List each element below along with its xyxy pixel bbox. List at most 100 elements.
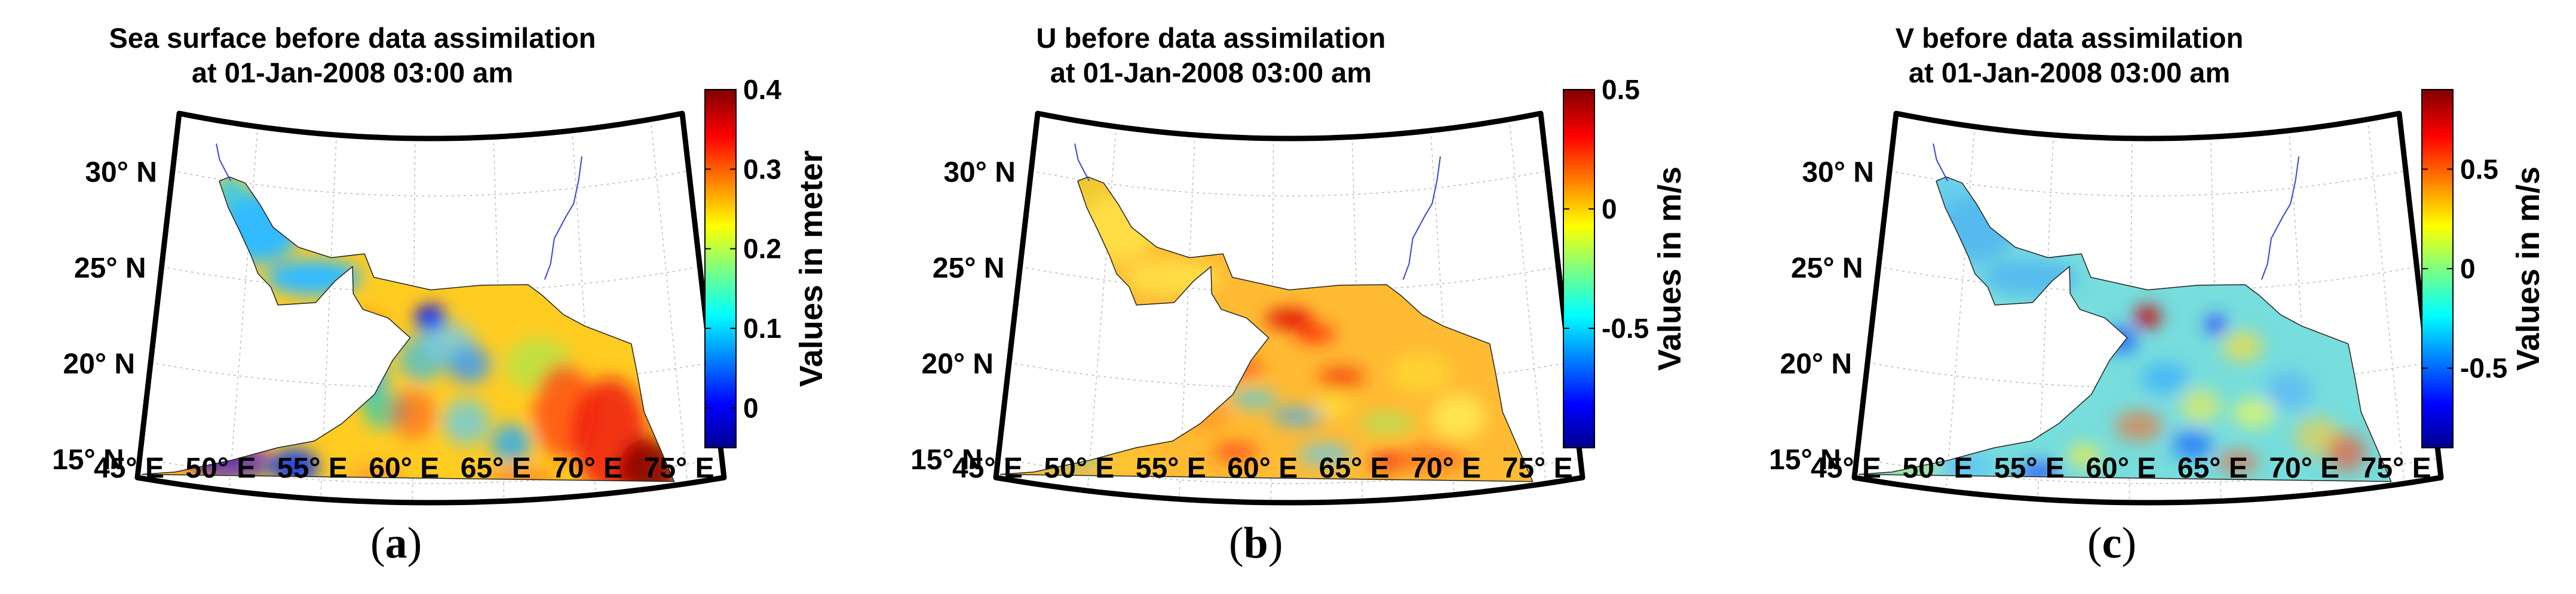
field-anomaly	[2115, 410, 2163, 442]
field-anomaly	[2264, 371, 2312, 411]
lon-tick-label: 60° E	[369, 453, 439, 484]
lon-tick-label: 50° E	[1902, 453, 1973, 484]
meridian-line	[1945, 127, 1976, 491]
panel-v-velocity: V before data assimilation at 01-Jan-200…	[1717, 0, 2575, 594]
lon-tick-label: 60° E	[2086, 453, 2156, 484]
field-anomaly	[447, 344, 491, 384]
field-anomaly	[443, 398, 490, 445]
field-anomaly	[491, 424, 532, 463]
field-anomaly	[389, 389, 437, 439]
lon-tick-label: 45° E	[952, 453, 1023, 484]
lon-tick-label: 70° E	[2269, 453, 2339, 484]
meridian-line	[1179, 135, 1195, 500]
lat-tick-label: 30° N	[85, 156, 157, 188]
lat-tick-label: 15° N	[52, 444, 124, 476]
parallel-line	[1889, 170, 2406, 197]
field-anomaly	[1230, 389, 1278, 409]
field-anomaly	[2222, 331, 2263, 362]
panel-u-velocity: U before data assimilation at 01-Jan-200…	[858, 0, 1717, 594]
meridian-line	[2210, 137, 2222, 501]
meridian-line	[228, 127, 259, 491]
colorbar-tick-label: 0.4	[743, 74, 781, 105]
field-anomaly	[1271, 407, 1325, 426]
colorbar-tick-label: 0.5	[1602, 74, 1640, 105]
coastline	[1858, 176, 2392, 482]
parallel-line	[1031, 170, 1548, 197]
meridian-line	[1087, 127, 1117, 491]
field-anomaly	[2326, 433, 2367, 472]
meridian-line	[1270, 138, 1274, 503]
figure-caption: (c)	[2087, 519, 2137, 568]
colorbar-label: Values in meter	[793, 150, 829, 387]
colorbar-tick-label: 0.1	[743, 313, 781, 344]
coastline	[999, 176, 1534, 482]
field-anomaly	[1368, 451, 1409, 471]
lon-tick-label: 75° E	[2361, 453, 2431, 484]
chart-title-line1: U before data assimilation	[1036, 22, 1386, 54]
field-anomaly	[271, 449, 318, 482]
field-anomaly	[2141, 362, 2189, 393]
field-anomaly	[1400, 444, 1468, 472]
field-anomaly	[2068, 444, 2102, 467]
colorbar-tick-label: 0	[743, 392, 759, 423]
lon-tick-label: 55° E	[1136, 453, 1206, 484]
figure-caption: (b)	[1229, 519, 1283, 568]
lat-tick-label: 15° N	[910, 444, 983, 476]
lon-tick-label: 45° E	[94, 453, 164, 484]
river-line	[1074, 143, 1090, 181]
lon-tick-label: 65° E	[2178, 453, 2248, 484]
river-line	[544, 156, 582, 280]
colorbar: 0.5 0 -0.5 Values in m/s	[2421, 89, 2546, 448]
lon-tick-label: 60° E	[1227, 453, 1298, 484]
meridian-line	[1351, 137, 1363, 501]
chart-title-line1: Sea surface before data assimilation	[109, 22, 596, 54]
field-anomaly	[1085, 450, 1167, 482]
colorbar-tick-label: 0.3	[743, 153, 781, 184]
field-anomaly	[1314, 396, 1352, 416]
meridian-line	[2037, 135, 2054, 500]
meridian-line	[650, 119, 688, 484]
field-anomaly	[1265, 309, 1313, 328]
lat-tick-label: 25° N	[74, 253, 146, 284]
field-anomaly	[1318, 365, 1365, 389]
chart-title-line1: V before data assimilation	[1895, 22, 2244, 54]
lon-tick-label: 50° E	[1044, 453, 1114, 484]
lon-tick-label: 55° E	[277, 453, 348, 484]
lat-tick-label: 25° N	[933, 253, 1005, 284]
field-anomaly	[1390, 353, 1450, 392]
chart-title-line2: at 01-Jan-2008 03:00 am	[1908, 57, 2231, 88]
chart-title-line2: at 01-Jan-2008 03:00 am	[191, 57, 514, 88]
colorbar-tick-label: -0.5	[2460, 353, 2507, 384]
field-anomaly	[1295, 324, 1335, 344]
lon-tick-label: 65° E	[461, 453, 531, 484]
lat-tick-label: 20° N	[63, 348, 136, 380]
colorbar-label: Values in m/s	[1652, 167, 1688, 371]
map-frame	[993, 110, 1586, 506]
lat-tick-label: 20° N	[922, 348, 994, 380]
panel-sea-surface: Sea surface before data assimilation at …	[0, 0, 858, 594]
field-anomaly	[2232, 397, 2276, 429]
lat-tick-label: 30° N	[943, 156, 1016, 188]
meridian-line	[2129, 138, 2133, 503]
river-line	[2261, 156, 2299, 280]
field-anomaly	[1431, 394, 1485, 441]
colorbar-tick-label: 0	[1602, 193, 1617, 224]
river-line	[1933, 143, 1949, 181]
colorbar: 0.5 0 -0.5 Values in m/s	[1563, 74, 1688, 448]
field-anomaly	[2180, 389, 2221, 423]
meridian-line	[412, 138, 416, 503]
field-anomaly	[1939, 454, 1994, 478]
lat-tick-label: 20° N	[1780, 348, 1853, 380]
lat-tick-label: 15° N	[1769, 444, 1841, 476]
map-plot: 30° N 25° N 20° N 15° N45° E 50° E 55° E 60° E…	[910, 74, 1688, 506]
lon-tick-label: 70° E	[552, 453, 622, 484]
field-anomaly	[2134, 305, 2161, 328]
lon-tick-label: 55° E	[1994, 453, 2065, 484]
lon-tick-label: 65° E	[1319, 453, 1390, 484]
lon-tick-label: 75° E	[1502, 453, 1573, 484]
colorbar-tick-label: 0.2	[743, 233, 781, 264]
colorbar-tick-label: 0.5	[2460, 153, 2498, 184]
field-anomaly	[2206, 315, 2227, 335]
field-anomaly	[2218, 450, 2258, 473]
figure-caption: (a)	[370, 519, 422, 568]
